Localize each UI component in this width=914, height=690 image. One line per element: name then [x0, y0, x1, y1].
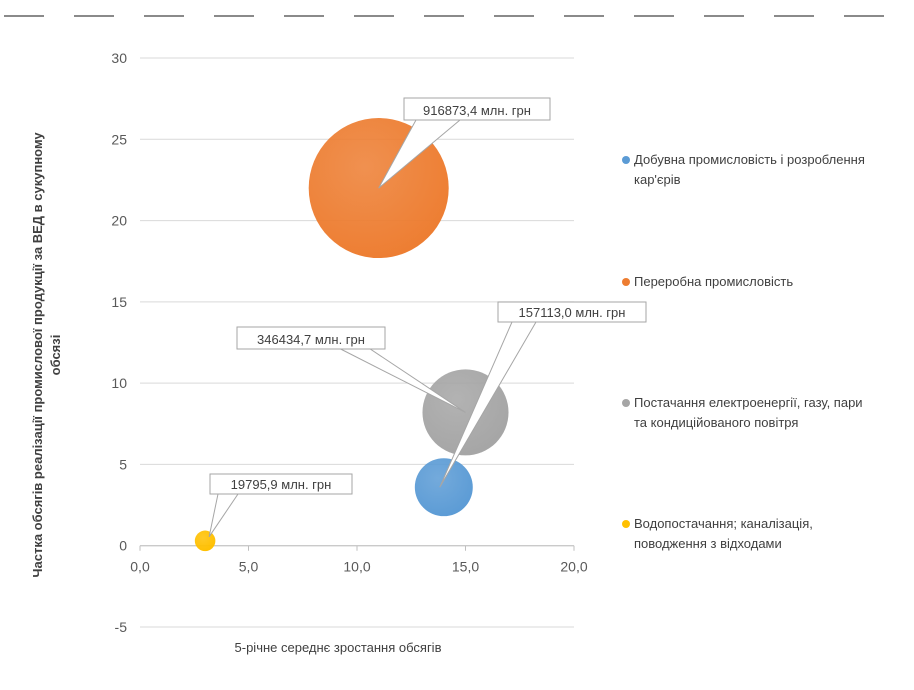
legend-item-3: Постачання електроенергії, газу, пари та … [622, 395, 863, 430]
legend-marker [622, 399, 630, 407]
legend-marker [622, 278, 630, 286]
x-tick-label: 10,0 [343, 559, 370, 575]
legend-label: поводження з відходами [634, 536, 782, 551]
x-axis-ticks: 0,0 5,0 10,0 15,0 20,0 [130, 545, 588, 575]
x-tick-label: 0,0 [130, 559, 150, 575]
y-axis-ticks: -5 0 5 10 15 20 25 30 [111, 50, 127, 635]
y-tick-label: 15 [111, 294, 127, 310]
legend-label: Постачання електроенергії, газу, пари [634, 395, 863, 410]
data-label-3: 346434,7 млн. грн [257, 332, 365, 347]
bubble-4 [194, 530, 216, 552]
legend: Добувна промисловість і розроблення кар'є… [622, 152, 865, 551]
y-axis-title-line-2: обсязі [48, 335, 63, 376]
y-tick-label: 10 [111, 375, 127, 391]
y-tick-label: 25 [111, 131, 127, 147]
y-tick-label: 5 [119, 456, 127, 472]
legend-marker [622, 520, 630, 528]
y-axis-title: Частка обсягів реалізації промислової пр… [30, 132, 63, 578]
data-label-1: 157113,0 млн. грн [519, 305, 626, 320]
legend-label: та кондиційованого повітря [634, 415, 798, 430]
legend-label: Переробна промисловість [634, 274, 793, 289]
x-tick-label: 20,0 [560, 559, 587, 575]
legend-label: кар'єрів [634, 172, 681, 187]
legend-label: Добувна промисловість і розроблення [634, 152, 865, 167]
x-tick-label: 15,0 [452, 559, 479, 575]
data-label-2: 916873,4 млн. грн [423, 103, 531, 118]
y-tick-label: 30 [111, 50, 127, 66]
x-tick-label: 5,0 [239, 559, 259, 575]
y-tick-label: 0 [119, 538, 127, 554]
y-tick-label: 20 [111, 213, 127, 229]
legend-item-1: Добувна промисловість і розроблення кар'є… [622, 152, 865, 187]
callout-box [236, 326, 386, 350]
legend-item-4: Водопостачання; каналізація, поводження з… [622, 516, 813, 551]
legend-label: Водопостачання; каналізація, [634, 516, 813, 531]
y-axis-title-line-1: Частка обсягів реалізації промислової пр… [30, 132, 45, 578]
legend-item-2: Переробна промисловість [622, 274, 793, 289]
data-label-callouts: 157113,0 млн. грн 916873,4 млн. грн 346434… [208, 97, 647, 538]
callout-box [497, 301, 647, 323]
callout-box [403, 97, 551, 121]
callout-box [209, 473, 353, 495]
data-label-4: 19795,9 млн. грн [231, 477, 332, 492]
x-axis-title: 5-річне середнє зростання обсягів [235, 640, 442, 655]
callout-pointer [208, 493, 239, 538]
bubble-1 [414, 458, 473, 517]
y-tick-label: -5 [115, 619, 128, 635]
legend-marker [622, 156, 630, 164]
